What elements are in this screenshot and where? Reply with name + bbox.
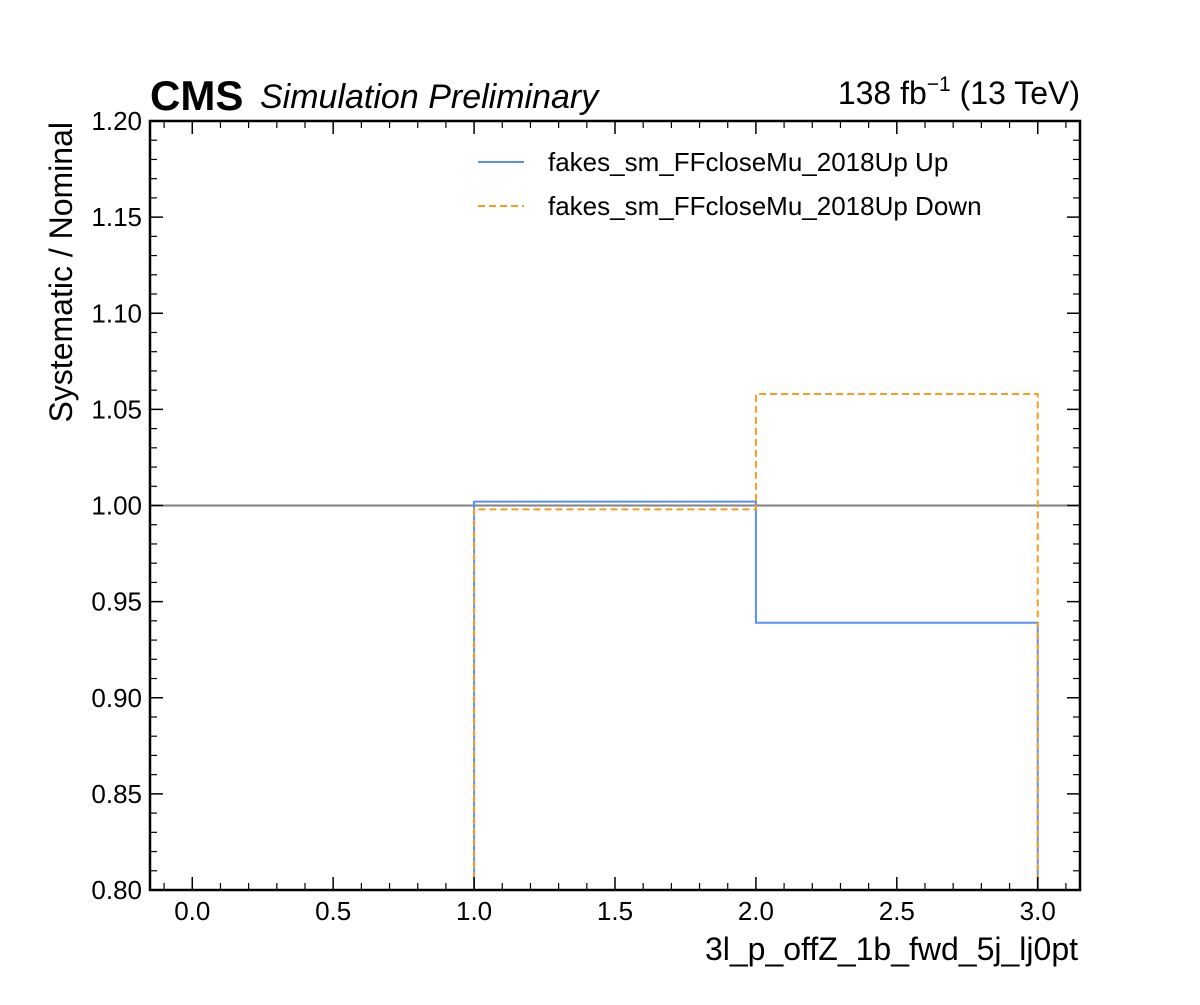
x-tick-label: 0.0 (174, 896, 210, 926)
series-line-0 (473, 500, 1039, 890)
luminosity-value: 138 fb (838, 75, 927, 111)
legend-label-0: fakes_sm_FFcloseMu_2018Up Up (548, 147, 948, 177)
cms-extra-label: Simulation Preliminary (260, 78, 600, 116)
x-tick-label: 1.0 (456, 896, 492, 926)
y-tick-label: 0.80 (91, 875, 142, 905)
x-tick-label: 1.5 (597, 896, 633, 926)
x-tick-label: 2.5 (879, 896, 915, 926)
legend: fakes_sm_FFcloseMu_2018Up Up fakes_sm_FFc… (478, 147, 982, 221)
y-tick-label: 0.85 (91, 779, 142, 809)
y-tick-label: 1.10 (91, 298, 142, 328)
y-tick-label: 1.15 (91, 202, 142, 232)
ticks-layer: 0.0 0.5 1.0 1.5 2.0 2.5 3.0 0.80 0.85 0.90 0.95 1.0… (91, 106, 1080, 926)
series-layer (473, 392, 1039, 890)
energy-label: (13 TeV) (951, 75, 1080, 111)
x-tick-label: 3.0 (1020, 896, 1056, 926)
x-axis-title: 3l_p_offZ_1b_fwd_5j_lj0pt (705, 931, 1078, 967)
y-tick-label: 0.90 (91, 683, 142, 713)
luminosity-exponent: −1 (927, 73, 951, 96)
x-tick-label: 2.0 (738, 896, 774, 926)
cms-label: CMS (150, 72, 243, 119)
y-tick-label: 0.95 (91, 587, 142, 617)
y-tick-label: 1.20 (91, 106, 142, 136)
plot-frame (148, 119, 1082, 892)
y-tick-label: 1.05 (91, 394, 142, 424)
luminosity-label: 138 fb−1 (13 TeV) (838, 73, 1080, 111)
legend-label-1: fakes_sm_FFcloseMu_2018Up Down (548, 191, 982, 221)
y-axis-title: Systematic / Nominal (43, 122, 79, 423)
x-tick-label: 0.5 (315, 896, 351, 926)
y-tick-label: 1.00 (91, 491, 142, 521)
series-line-1 (473, 392, 1039, 890)
